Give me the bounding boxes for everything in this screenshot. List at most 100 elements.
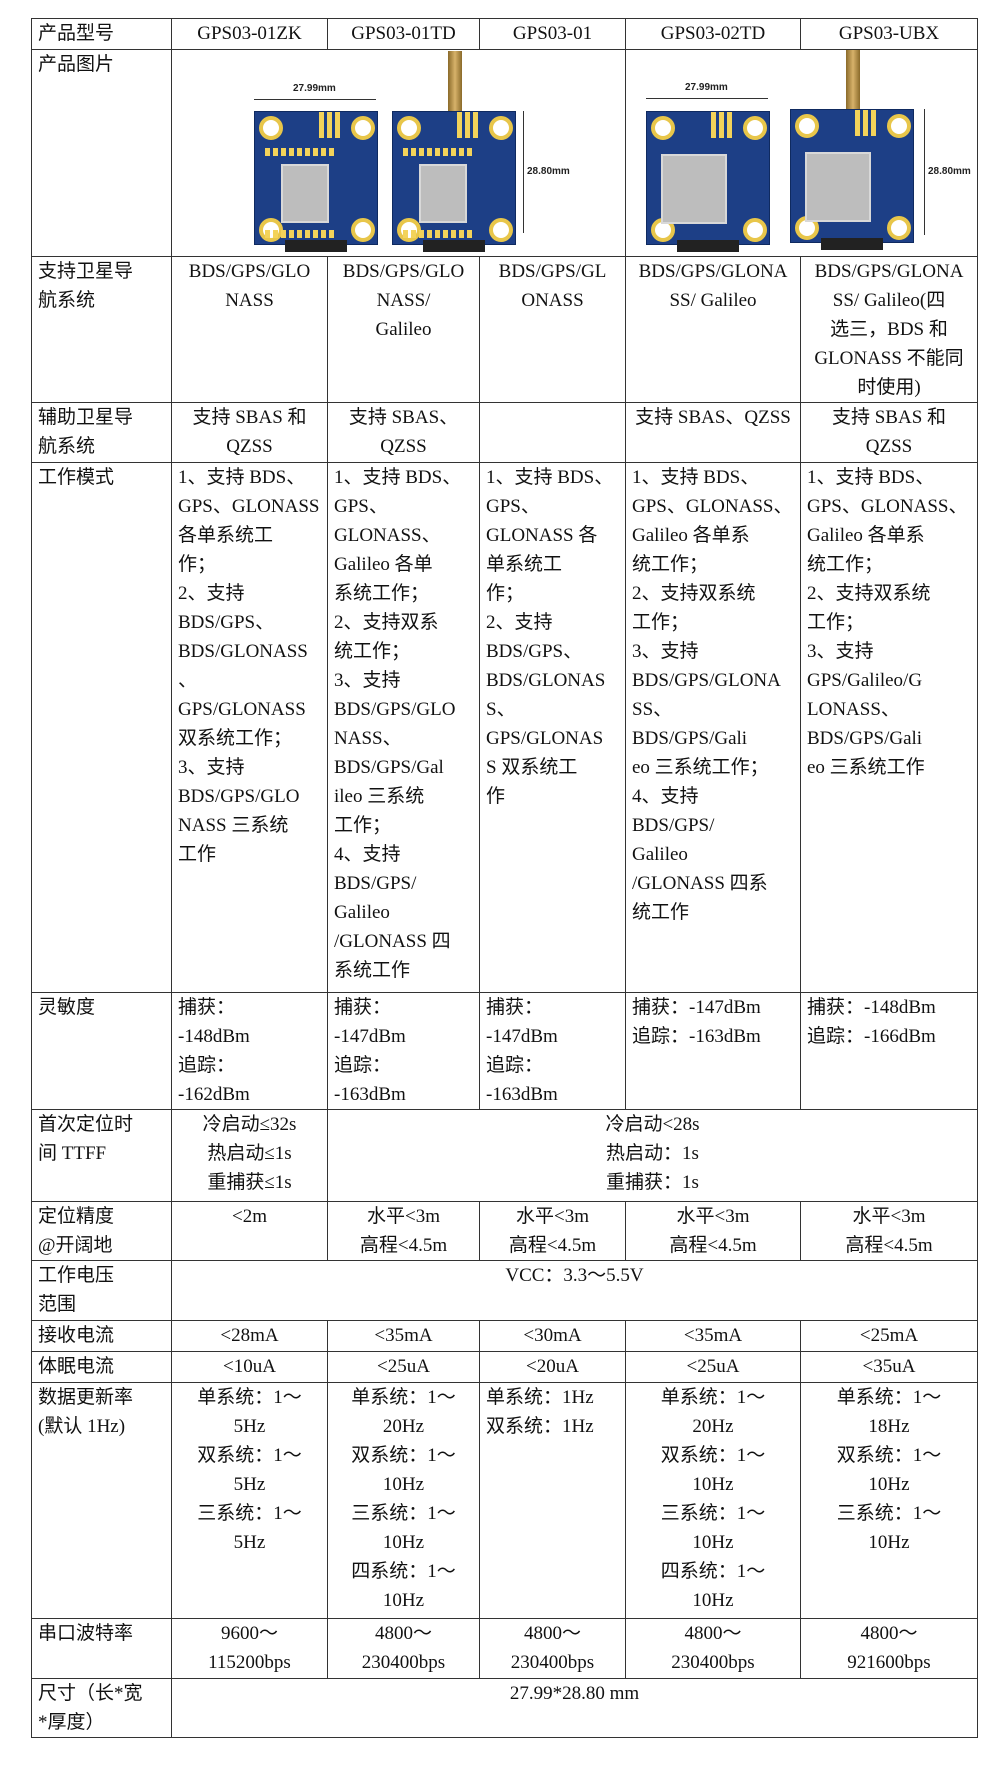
row-label: 灵敏度 <box>31 992 172 1110</box>
cell-line: 230400bps <box>361 1652 446 1673</box>
value-cell: 捕获：-147dBm 追踪：-163dBm <box>625 992 801 1110</box>
value-cell: 支持 SBAS、QZSS <box>625 402 801 463</box>
cell-line: 支持 SBAS、QZSS <box>635 407 791 428</box>
cell-line: 数据更新率 <box>38 1387 134 1408</box>
mounting-hole <box>259 116 283 140</box>
cell-line: SS/ Galileo(四 <box>832 290 946 311</box>
cell-line: Galileo <box>334 902 390 923</box>
cell-line: 冷启动≤32s <box>202 1114 297 1135</box>
table-row: 接收电流 <28mA <35mA <30mA <35mA <25mA <box>31 1320 978 1352</box>
cell-line: 10Hz <box>692 1474 734 1495</box>
cell-line: 统工作； <box>807 554 884 575</box>
cell-line: 工作； <box>334 815 392 836</box>
pin-row <box>265 230 335 238</box>
row-label: 产品图片 <box>31 49 172 257</box>
cell-line: 统工作； <box>632 554 709 575</box>
cell-line: SS/ Galileo <box>669 290 757 311</box>
cell-line: GPS、 <box>334 496 388 517</box>
value-cell: <35mA <box>625 1320 801 1352</box>
cell-line: 统工作 <box>632 902 690 923</box>
cell-line: <30mA <box>523 1325 582 1346</box>
pcb-board-image <box>790 109 914 250</box>
cell-line: 支持 SBAS 和 <box>192 407 307 428</box>
cell-line: 串口波特率 <box>38 1623 134 1644</box>
value-cell: 捕获：-148dBm 追踪：-166dBm <box>800 992 978 1110</box>
cell-line: 尺寸（长*宽 <box>38 1683 143 1704</box>
cell-line: 捕获： <box>178 997 236 1018</box>
cell-line: GPS/GLONASS <box>178 699 306 720</box>
cell-line: BDS/GLONAS <box>486 670 606 691</box>
value-cell: <25mA <box>800 1320 978 1352</box>
cell-line: 范围 <box>38 1294 77 1315</box>
value-cell: 水平<3m 高程<4.5m <box>327 1201 480 1261</box>
cell-line: Galileo <box>375 319 432 340</box>
cell-line: <10uA <box>223 1356 276 1377</box>
value-cell: <25uA <box>625 1351 801 1383</box>
cell-line: 1、支持 BDS、 <box>334 467 462 488</box>
cell-line: 高程<4.5m <box>359 1235 448 1256</box>
cell-line: BDS/GPS/GLONA <box>638 261 788 282</box>
cell-line: GPS/GLONAS <box>486 728 604 749</box>
cell-line: 支持 SBAS 和 <box>831 407 947 428</box>
cell-line: 支持 SBAS、 <box>348 407 459 428</box>
cell-line: 4、支持 <box>632 786 699 807</box>
row-label: 工作模式 <box>31 462 172 993</box>
cell-line: BDS/GPS/Gali <box>807 728 923 749</box>
cell-line: NASS <box>225 290 274 311</box>
cell-line: 4800～ <box>374 1623 432 1644</box>
cell-line: 4800～ <box>860 1623 918 1644</box>
cell-line: 工作； <box>807 612 865 633</box>
cell-line: 捕获： <box>334 997 392 1018</box>
value-cell: 捕获： -148dBm 追踪： -162dBm <box>171 992 328 1110</box>
row-label: 接收电流 <box>31 1320 172 1352</box>
cell-line: @开阔地 <box>38 1235 113 1256</box>
cell-line: GPS、GLONASS、 <box>807 496 968 517</box>
cell-line: 9600～ <box>220 1623 278 1644</box>
value-cell: VCC：3.3～5.5V <box>171 1260 978 1321</box>
cell-line: <25uA <box>377 1356 430 1377</box>
cell-line: 工作电压 <box>38 1265 115 1286</box>
row-label: 首次定位时间 TTFF <box>31 1109 172 1202</box>
cell-line: 四系统：1～ <box>660 1561 766 1582</box>
cell-line: 捕获：-147dBm <box>632 997 761 1018</box>
width-dimension-line <box>254 99 376 100</box>
cell-line: GPS、 <box>486 496 540 517</box>
value-cell: 27.99*28.80 mm <box>171 1678 978 1738</box>
value-cell: BDS/GPS/GLO NASS <box>171 256 328 403</box>
antenna-pad <box>457 112 479 138</box>
value-cell: <20uA <box>479 1351 626 1383</box>
row-label: 尺寸（长*宽 *厚度） <box>31 1678 172 1738</box>
cell-line: BDS/GPS/GLO <box>188 261 311 282</box>
table-row: 工作模式 1、支持 BDS、 GPS、GLONASS 各单系统工 作； 2、支持 BDS/G… <box>31 462 978 993</box>
cell-line: 10Hz <box>692 1590 734 1611</box>
mounting-hole <box>351 116 375 140</box>
cell-line: Galileo 各单 <box>334 554 433 575</box>
cell-line: -147dBm <box>486 1026 558 1047</box>
mounting-hole <box>397 116 421 140</box>
cell-line: 双系统：1～ <box>351 1445 456 1466</box>
value-cell: BDS/GPS/GLO NASS/Galileo <box>327 256 480 403</box>
product-image-cell: 27.99mm 28.80mm <box>171 49 626 257</box>
width-dimension-label: 27.99mm <box>685 82 728 93</box>
cell-line: <28mA <box>220 1325 279 1346</box>
value-cell: 4800～ 230400bps <box>327 1618 480 1679</box>
value-cell: 1、支持 BDS、 GPS、GLONASS 各单系统工 作； 2、支持 BDS/GPS、 B… <box>171 462 328 993</box>
cell-line: 18Hz <box>868 1416 910 1437</box>
cell-line: BDS/GPS/ <box>334 873 417 894</box>
value-cell: 1、支持 BDS、 GPS、 GLONASS、 Galileo 各单系统工作； 2、支持… <box>327 462 480 993</box>
pin-header <box>285 240 347 252</box>
cell-line: 115200bps <box>208 1652 291 1673</box>
cell-line: S、 <box>486 699 516 720</box>
value-cell: 单系统：1～ 18Hz 双系统：1～ 10Hz 三系统：1～ 10Hz <box>800 1382 978 1619</box>
cell-line: BDS/GPS/GLO <box>342 261 465 282</box>
cell-line: QZSS <box>226 436 273 457</box>
cell-line: 热启动≤1s <box>207 1143 292 1164</box>
antenna-pad <box>855 110 877 136</box>
model-header: GPS03-01ZK <box>171 18 328 50</box>
value-cell: <35uA <box>800 1351 978 1383</box>
row-label: 支持卫星导 航系统 <box>31 256 172 403</box>
cell-line: 20Hz <box>692 1416 734 1437</box>
cell-line: GLONASS、 <box>334 525 441 546</box>
model-header: GPS03-01 <box>479 18 626 50</box>
value-cell: 9600～ 115200bps <box>171 1618 328 1679</box>
